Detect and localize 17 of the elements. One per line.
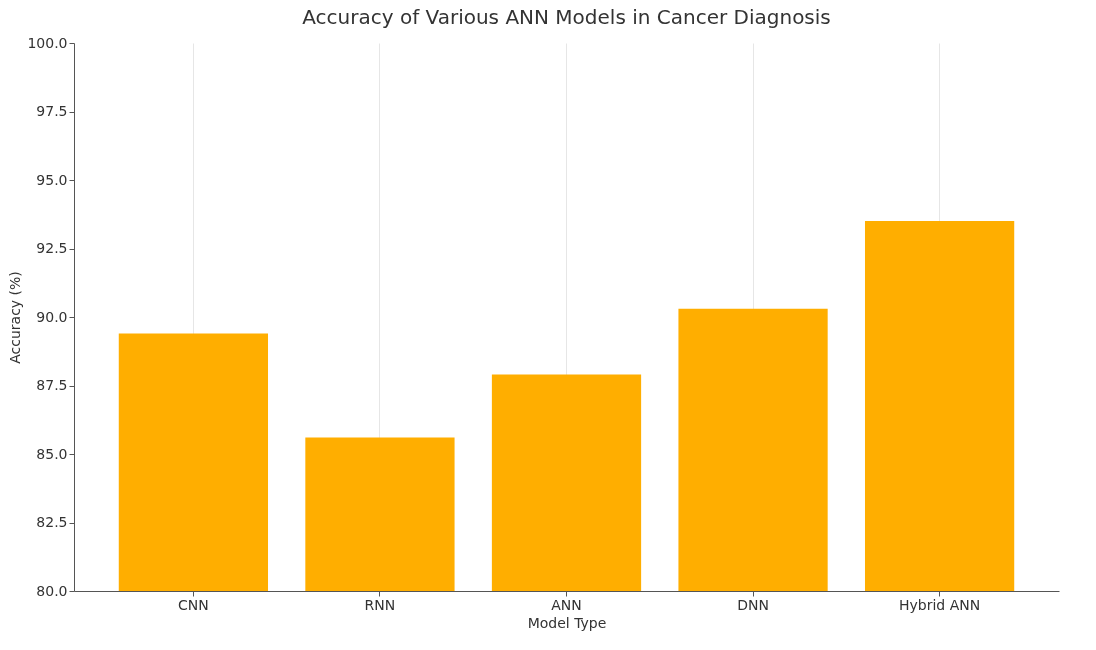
y-tick-label: 90.0 (36, 308, 68, 325)
x-axis-title: Model Type (527, 614, 607, 631)
y-tick-label: 80.0 (36, 582, 68, 599)
y-axis-title: Accuracy (%) (7, 271, 24, 364)
x-tick-label: ANN (551, 596, 582, 613)
y-tick-label: 87.5 (36, 377, 68, 393)
y-tick-label: 85.0 (36, 445, 68, 462)
x-tick-label: CNN (178, 596, 209, 613)
y-tick-label: 95.0 (36, 171, 68, 188)
y-tick-label: 100.0 (27, 34, 68, 51)
chart-title: Accuracy of Various ANN Models in Cancer Diagnosis (302, 5, 831, 29)
x-tick-label: RNN (364, 596, 396, 613)
y-tick-label: 92.5 (36, 240, 68, 256)
y-tick-label: 82.5 (36, 514, 68, 530)
y-tick-label: 97.5 (36, 103, 68, 119)
x-tick-label: Hybrid ANN (899, 596, 981, 613)
x-tick-label: DNN (737, 596, 769, 613)
